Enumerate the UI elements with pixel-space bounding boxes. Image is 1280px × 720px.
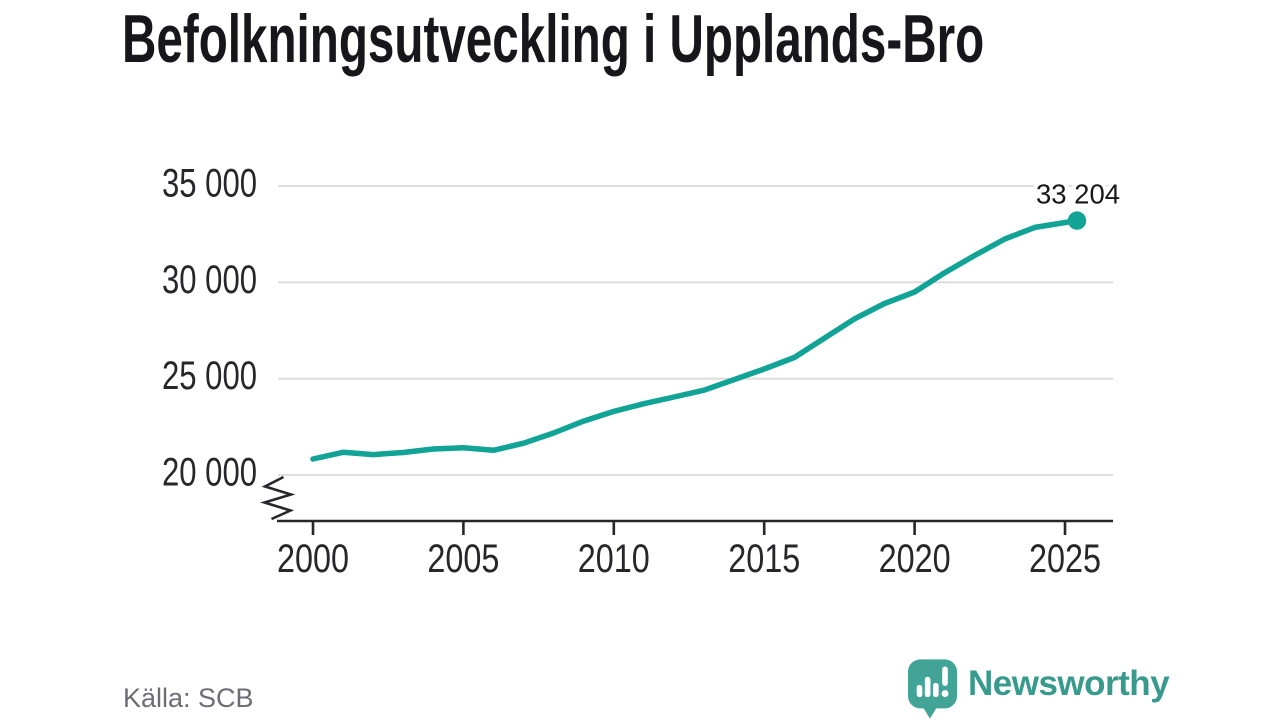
bar-3 bbox=[933, 682, 939, 698]
x-tick-label: 2020 bbox=[879, 537, 951, 581]
bubble-tail bbox=[921, 704, 939, 719]
bubble-shape bbox=[908, 659, 957, 709]
latest-value-label: 33 204 bbox=[1036, 179, 1120, 210]
x-tick-label: 2015 bbox=[728, 537, 800, 581]
zigzag-axis-break-icon bbox=[260, 475, 296, 521]
chart-title: Befolkningsutveckling i Upplands-Bro bbox=[122, 1, 985, 77]
x-tick-label: 2010 bbox=[578, 537, 650, 581]
bar-2 bbox=[924, 676, 931, 698]
y-tick-label: 30 000 bbox=[162, 258, 257, 302]
y-tick-label: 20 000 bbox=[162, 451, 257, 495]
population-line bbox=[310, 217, 1080, 462]
chart-bars-exclamation-speech-bubble-icon bbox=[908, 659, 957, 719]
y-tick-label: 35 000 bbox=[162, 162, 257, 206]
newsworthy-wordmark: Newsworthy bbox=[968, 663, 1170, 703]
source-caption: Källa: SCB bbox=[123, 683, 254, 713]
x-tick-label: 2000 bbox=[277, 537, 349, 581]
exclamation-dot bbox=[941, 690, 949, 698]
y-tick-label: 25 000 bbox=[162, 354, 257, 398]
latest-point-marker bbox=[1067, 211, 1087, 230]
bar-1 bbox=[916, 684, 923, 698]
newsworthy-logo: Newsworthy bbox=[908, 659, 1170, 719]
x-tick-label: 2005 bbox=[427, 537, 499, 581]
exclamation-bar bbox=[942, 666, 948, 686]
x-tick-label: 2025 bbox=[1029, 537, 1101, 581]
